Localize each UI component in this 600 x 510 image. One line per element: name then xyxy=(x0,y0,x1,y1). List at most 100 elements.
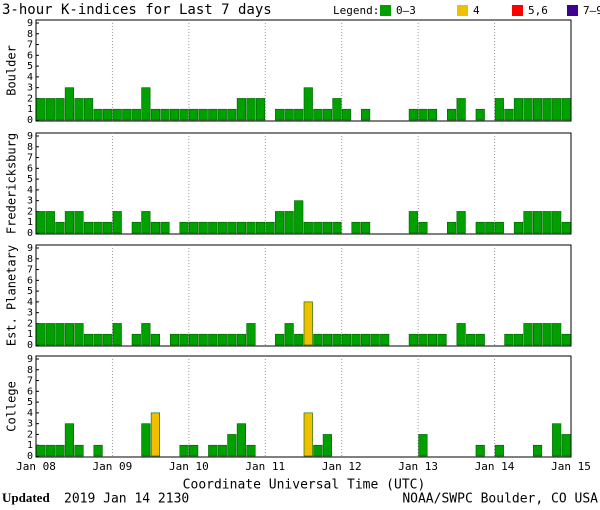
legend-label: 7–9 xyxy=(583,4,600,17)
bar xyxy=(475,221,485,234)
bar xyxy=(361,221,371,234)
bar xyxy=(494,444,504,457)
y-tick-label: 8 xyxy=(27,365,33,376)
bar xyxy=(322,434,332,457)
bar xyxy=(475,444,485,457)
x-tick-label: Jan 15 xyxy=(551,460,591,473)
bar xyxy=(418,108,428,121)
bar xyxy=(561,434,571,457)
bar xyxy=(303,301,313,346)
bar xyxy=(208,221,218,234)
bar xyxy=(217,444,227,457)
y-tick-label: 0 xyxy=(27,115,33,126)
y-tick-label: 5 xyxy=(27,286,33,297)
y-tick-label: 6 xyxy=(27,50,33,61)
bar xyxy=(408,108,418,121)
bar xyxy=(475,108,485,121)
bar xyxy=(427,333,438,346)
bar xyxy=(542,323,552,346)
bar xyxy=(294,108,304,121)
bar xyxy=(265,221,275,234)
x-tick-label: Jan 14 xyxy=(475,460,515,473)
bar xyxy=(122,108,132,121)
bar xyxy=(74,98,84,121)
bar xyxy=(456,211,466,234)
bar xyxy=(112,108,122,121)
bar xyxy=(64,211,75,234)
bar xyxy=(150,333,160,346)
bar xyxy=(313,333,323,346)
bar xyxy=(55,98,65,121)
legend-swatch xyxy=(512,5,523,16)
y-tick-label: 2 xyxy=(27,93,33,104)
bar xyxy=(447,221,457,234)
bar xyxy=(93,444,103,457)
bar xyxy=(169,108,180,121)
bar xyxy=(160,221,170,234)
bar xyxy=(198,221,208,234)
y-tick-label: 7 xyxy=(27,376,33,387)
x-tick-label: Jan 13 xyxy=(398,460,438,473)
bar xyxy=(456,98,466,121)
bar xyxy=(370,333,380,346)
bar xyxy=(294,200,304,234)
bar xyxy=(36,323,46,346)
y-tick-label: 3 xyxy=(27,83,33,94)
bar xyxy=(475,333,485,346)
bar xyxy=(227,333,237,346)
y-tick-label: 2 xyxy=(27,429,33,440)
bar xyxy=(532,211,543,234)
bar xyxy=(284,211,294,234)
bar xyxy=(55,221,65,234)
y-tick-label: 9 xyxy=(27,243,33,254)
bar xyxy=(150,221,160,234)
panel-frame xyxy=(35,19,572,122)
y-tick-label: 3 xyxy=(27,308,33,319)
x-tick-label: Jan 09 xyxy=(93,460,133,473)
bar xyxy=(189,108,199,121)
bar xyxy=(36,444,46,457)
panel-frame xyxy=(35,244,572,347)
bar xyxy=(112,211,122,234)
bar xyxy=(275,333,285,346)
bar xyxy=(294,333,304,346)
bar xyxy=(103,108,113,121)
bar xyxy=(303,87,313,121)
bar xyxy=(408,333,418,346)
y-tick-label: 8 xyxy=(27,254,33,265)
chart-title: 3-hour K-indices for Last 7 days xyxy=(2,2,272,18)
bar xyxy=(275,108,285,121)
legend-swatch xyxy=(380,5,391,16)
bar xyxy=(141,87,151,121)
bar xyxy=(227,221,237,234)
y-tick-label: 3 xyxy=(27,419,33,430)
bar xyxy=(236,333,246,346)
bar xyxy=(83,221,94,234)
bar xyxy=(227,108,237,121)
updated-label: Updated xyxy=(2,490,50,505)
panel-frame xyxy=(35,355,572,458)
bar xyxy=(236,423,246,457)
bar xyxy=(418,333,428,346)
bar xyxy=(494,221,504,234)
bar xyxy=(36,211,46,234)
legend-swatch xyxy=(567,5,578,16)
legend-swatch xyxy=(457,5,468,16)
bar xyxy=(198,108,208,121)
bar xyxy=(93,108,103,121)
bar xyxy=(275,211,285,234)
bar xyxy=(313,221,323,234)
legend-label: 4 xyxy=(473,4,480,17)
bar xyxy=(179,444,189,457)
y-tick-label: 5 xyxy=(27,397,33,408)
bar xyxy=(380,333,390,346)
bar xyxy=(150,412,160,457)
bar xyxy=(246,323,256,346)
bar xyxy=(351,333,361,346)
bar xyxy=(494,98,504,121)
bar xyxy=(246,221,256,234)
bar xyxy=(169,333,180,346)
bar xyxy=(103,333,113,346)
credit: NOAA/SWPC Boulder, CO USA xyxy=(402,492,598,507)
